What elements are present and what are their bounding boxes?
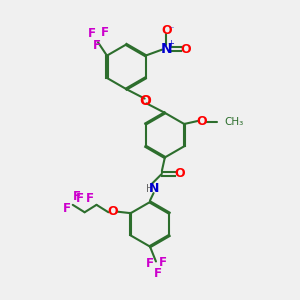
Text: O: O: [197, 115, 207, 128]
Text: F: F: [92, 39, 101, 52]
Text: +: +: [167, 39, 174, 48]
Text: O: O: [161, 24, 172, 37]
Text: F: F: [88, 27, 95, 40]
Text: F: F: [86, 192, 94, 205]
Text: F: F: [76, 192, 84, 205]
Text: F: F: [63, 202, 71, 215]
Text: F: F: [100, 26, 109, 39]
Text: ⁻: ⁻: [169, 24, 174, 33]
Text: CH₃: CH₃: [224, 117, 244, 127]
Text: F: F: [73, 190, 81, 203]
Text: F: F: [153, 267, 161, 280]
Text: O: O: [174, 167, 185, 180]
Text: O: O: [140, 94, 152, 108]
Text: O: O: [107, 205, 118, 218]
Text: N: N: [160, 42, 172, 56]
Text: H: H: [146, 184, 153, 194]
Text: F: F: [159, 256, 167, 268]
Text: F: F: [146, 257, 154, 270]
Text: N: N: [148, 182, 159, 195]
Text: O: O: [180, 43, 191, 56]
